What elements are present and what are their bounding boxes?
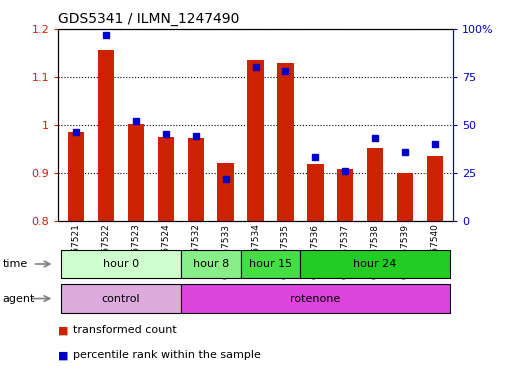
Bar xyxy=(247,60,263,221)
Bar xyxy=(157,137,174,221)
Bar xyxy=(187,138,204,221)
Bar xyxy=(217,163,233,221)
Text: percentile rank within the sample: percentile rank within the sample xyxy=(73,350,261,360)
Bar xyxy=(68,132,84,221)
Text: hour 24: hour 24 xyxy=(353,259,396,269)
Bar xyxy=(240,250,300,278)
Text: time: time xyxy=(3,259,28,269)
Bar xyxy=(127,124,144,221)
Bar xyxy=(97,50,114,221)
Bar xyxy=(396,173,413,221)
Bar xyxy=(61,284,180,313)
Text: hour 15: hour 15 xyxy=(248,259,291,269)
Bar xyxy=(180,250,240,278)
Bar xyxy=(300,250,449,278)
Text: control: control xyxy=(102,293,140,304)
Text: rotenone: rotenone xyxy=(290,293,340,304)
Text: agent: agent xyxy=(3,293,35,304)
Bar xyxy=(426,156,442,221)
Bar xyxy=(307,164,323,221)
Bar xyxy=(61,250,180,278)
Bar xyxy=(366,148,383,221)
Text: transformed count: transformed count xyxy=(73,325,177,335)
Text: GDS5341 / ILMN_1247490: GDS5341 / ILMN_1247490 xyxy=(58,12,239,25)
Bar xyxy=(336,169,353,221)
Bar xyxy=(277,63,293,221)
Text: ■: ■ xyxy=(58,350,69,360)
Text: hour 0: hour 0 xyxy=(103,259,139,269)
Bar xyxy=(180,284,449,313)
Text: hour 8: hour 8 xyxy=(192,259,228,269)
Text: ■: ■ xyxy=(58,325,69,335)
